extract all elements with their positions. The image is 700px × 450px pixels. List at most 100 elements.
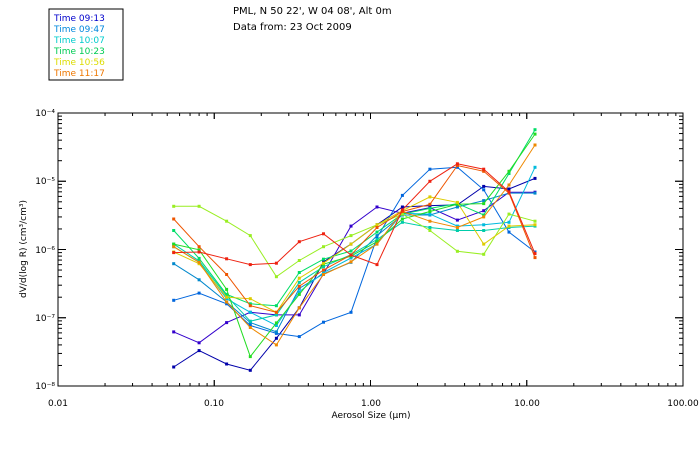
data-point xyxy=(482,167,486,171)
series-layer xyxy=(172,128,537,372)
data-point xyxy=(482,202,486,206)
data-point xyxy=(172,245,176,249)
data-point xyxy=(322,268,325,272)
data-point xyxy=(172,365,176,369)
x-tick-labels: 0.01 0.10 1.00 10.00 100.00 xyxy=(48,399,699,409)
legend-entry: Time 09:13 xyxy=(53,14,105,24)
data-point xyxy=(248,319,252,323)
data-point xyxy=(274,304,278,308)
data-point xyxy=(455,226,459,229)
data-point xyxy=(274,343,278,347)
y-tick-label: 10⁻⁷ xyxy=(35,314,55,324)
data-point xyxy=(428,210,432,213)
data-point xyxy=(533,132,537,136)
data-point xyxy=(507,212,511,216)
x-tick-label: 10.00 xyxy=(514,399,540,409)
data-point xyxy=(455,218,459,222)
data-point xyxy=(400,217,404,221)
data-point xyxy=(400,220,404,224)
data-point xyxy=(197,278,201,282)
data-point xyxy=(172,204,176,208)
data-point xyxy=(533,250,537,254)
data-point xyxy=(297,259,301,262)
data-point xyxy=(400,205,404,209)
legend-entry: Time 10:23 xyxy=(53,47,105,57)
data-point xyxy=(400,193,404,197)
legend-entry: Time 10:56 xyxy=(53,58,105,68)
data-point xyxy=(455,249,459,253)
data-point xyxy=(507,169,511,173)
chart-subtitle: Data from: 23 Oct 2009 xyxy=(233,22,352,33)
data-point xyxy=(274,313,278,317)
x-tick-label: 100.00 xyxy=(667,399,699,409)
data-point xyxy=(322,232,325,236)
data-point xyxy=(428,206,432,210)
data-point xyxy=(172,229,176,232)
data-point xyxy=(274,321,278,325)
data-point xyxy=(482,242,486,246)
data-point xyxy=(428,212,432,216)
data-point xyxy=(197,260,201,264)
data-point xyxy=(349,234,353,238)
data-point xyxy=(172,330,176,334)
data-point xyxy=(507,230,511,234)
y-axis-label: dV/d(log R) (cm³/cm³) xyxy=(19,200,29,298)
data-point xyxy=(428,226,432,229)
data-point xyxy=(455,202,459,206)
data-point xyxy=(297,280,301,284)
data-point xyxy=(322,273,325,276)
data-point xyxy=(225,302,229,306)
data-point xyxy=(428,229,432,232)
data-point xyxy=(248,324,252,327)
data-point xyxy=(349,253,353,257)
y-tick-labels: 10⁻⁸ 10⁻⁷ 10⁻⁶ 10⁻⁵ 10⁻⁴ xyxy=(35,109,55,392)
data-point xyxy=(197,250,201,254)
data-point xyxy=(375,240,379,244)
data-point xyxy=(482,252,486,256)
data-point xyxy=(482,209,486,213)
series-line xyxy=(173,191,535,344)
data-point xyxy=(172,242,176,246)
data-point xyxy=(172,262,176,266)
data-point xyxy=(248,234,252,238)
data-point xyxy=(400,210,404,213)
data-point xyxy=(322,245,325,249)
data-point xyxy=(274,330,278,334)
data-point xyxy=(533,191,537,195)
data-point xyxy=(297,335,301,339)
data-point xyxy=(248,297,252,301)
data-point xyxy=(322,261,325,265)
data-point xyxy=(428,195,432,199)
data-point xyxy=(349,249,353,253)
data-point xyxy=(482,188,486,192)
data-point xyxy=(297,290,301,294)
data-point xyxy=(297,276,301,280)
data-point xyxy=(507,220,511,224)
legend-box xyxy=(48,8,124,81)
data-point xyxy=(349,256,353,260)
legend-entry: Time 09:47 xyxy=(53,25,105,35)
data-point xyxy=(197,256,201,260)
data-point xyxy=(455,164,459,167)
data-point xyxy=(248,355,252,359)
data-point xyxy=(248,310,252,314)
data-point xyxy=(248,326,252,329)
data-point xyxy=(349,242,353,246)
data-point xyxy=(455,205,459,209)
data-point xyxy=(172,217,176,221)
data-point xyxy=(533,223,537,227)
data-point xyxy=(375,226,379,229)
data-point xyxy=(248,304,252,308)
data-point xyxy=(375,234,379,238)
data-point xyxy=(297,284,301,288)
data-point xyxy=(197,349,201,353)
x-tick-label: 0.10 xyxy=(204,399,224,409)
data-point xyxy=(322,257,325,261)
data-point xyxy=(533,143,537,147)
x-tick-label: 1.00 xyxy=(361,399,381,409)
data-point xyxy=(507,183,511,187)
data-point xyxy=(274,261,278,265)
data-point xyxy=(274,275,278,279)
